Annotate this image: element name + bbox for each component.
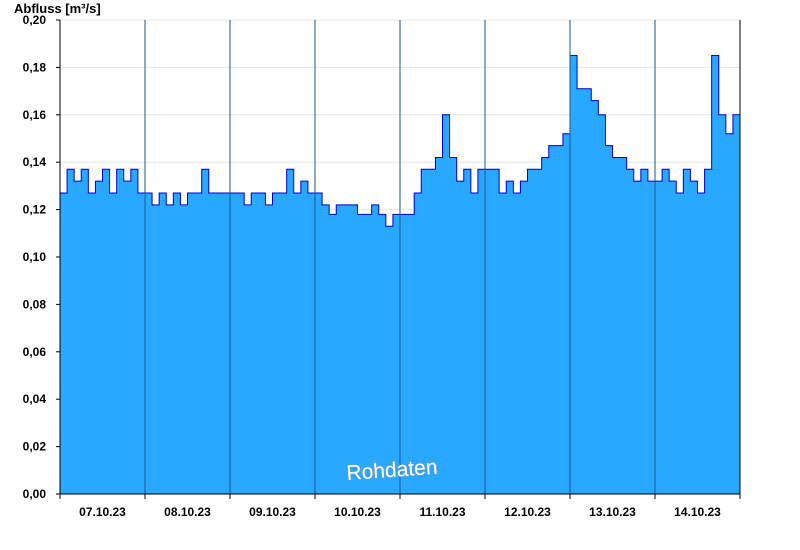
y-tick-label: 0,18 — [23, 60, 47, 74]
y-tick-label: 0,12 — [23, 203, 47, 217]
x-tick-label: 12.10.23 — [504, 505, 551, 519]
x-tick-labels: 07.10.23 08.10.23 09.10.23 10.10.23 11.10.23… — [79, 505, 721, 519]
y-tick-label: 0,16 — [23, 108, 47, 122]
x-tick-label: 07.10.23 — [79, 505, 126, 519]
y-tick-labels: 0,00 0,02 0,04 0,06 0,08 0,10 0,12 0,14 0,16 0,18… — [23, 13, 47, 501]
y-tick-label: 0,08 — [23, 297, 47, 311]
y-tick-label: 0,06 — [23, 345, 47, 359]
y-tick-label: 0,04 — [23, 392, 47, 406]
discharge-line — [60, 55, 740, 227]
day-dividers — [144, 20, 656, 494]
x-tick-label: 11.10.23 — [419, 505, 465, 519]
y-tick-label: 0,10 — [23, 250, 47, 264]
y-tick-label: 0,14 — [23, 155, 47, 169]
x-tick-label: 14.10.23 — [674, 505, 721, 519]
x-tick-label: 13.10.23 — [589, 505, 636, 519]
x-tick-label: 10.10.23 — [334, 505, 381, 519]
y-tick-label: 0,20 — [23, 13, 47, 27]
y-tick-label: 0,02 — [23, 440, 47, 454]
axes — [56, 19, 741, 499]
x-tick-label: 09.10.23 — [249, 505, 296, 519]
y-tick-label: 0,00 — [23, 487, 47, 501]
y-axis-label: Abfluss [m³/s] — [14, 1, 101, 16]
x-tick-label: 08.10.23 — [164, 505, 211, 519]
